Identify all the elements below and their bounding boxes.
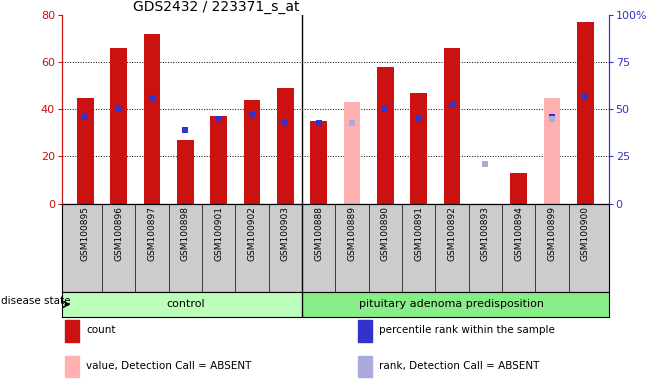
Bar: [443, 48, 460, 204]
FancyBboxPatch shape: [302, 292, 609, 317]
Bar: [410, 93, 427, 204]
Text: GSM100898: GSM100898: [181, 206, 189, 261]
Bar: [110, 48, 127, 204]
Bar: [577, 22, 594, 204]
Bar: [210, 116, 227, 204]
Bar: [510, 173, 527, 204]
Bar: [77, 98, 94, 204]
Text: GSM100897: GSM100897: [147, 206, 156, 261]
Bar: [65, 356, 79, 377]
Text: GSM100900: GSM100900: [581, 206, 590, 261]
Text: GSM100894: GSM100894: [514, 206, 523, 261]
Text: GSM100895: GSM100895: [81, 206, 90, 261]
Bar: [358, 356, 372, 377]
Text: rank, Detection Call = ABSENT: rank, Detection Call = ABSENT: [379, 361, 539, 371]
Bar: [243, 100, 260, 204]
Text: GSM100902: GSM100902: [247, 206, 256, 261]
Text: percentile rank within the sample: percentile rank within the sample: [379, 325, 555, 335]
Text: GSM100903: GSM100903: [281, 206, 290, 261]
Text: value, Detection Call = ABSENT: value, Detection Call = ABSENT: [86, 361, 251, 371]
Text: disease state: disease state: [1, 296, 70, 306]
Text: pituitary adenoma predisposition: pituitary adenoma predisposition: [359, 299, 544, 310]
Bar: [177, 140, 193, 204]
Bar: [143, 34, 160, 204]
Text: GDS2432 / 223371_s_at: GDS2432 / 223371_s_at: [133, 0, 299, 14]
Text: GSM100892: GSM100892: [447, 206, 456, 261]
Text: GSM100888: GSM100888: [314, 206, 323, 261]
Text: GSM100899: GSM100899: [547, 206, 557, 261]
Bar: [377, 67, 394, 204]
Bar: [344, 103, 360, 204]
Text: GSM100896: GSM100896: [114, 206, 123, 261]
Bar: [358, 320, 372, 342]
Text: count: count: [86, 325, 115, 335]
Bar: [277, 88, 294, 204]
Text: GSM100901: GSM100901: [214, 206, 223, 261]
Bar: [311, 121, 327, 204]
Bar: [544, 98, 561, 204]
Text: GSM100893: GSM100893: [481, 206, 490, 261]
Bar: [65, 320, 79, 342]
Text: GSM100890: GSM100890: [381, 206, 390, 261]
Text: GSM100889: GSM100889: [348, 206, 357, 261]
FancyBboxPatch shape: [62, 292, 302, 317]
Text: control: control: [166, 299, 204, 310]
Text: GSM100891: GSM100891: [414, 206, 423, 261]
